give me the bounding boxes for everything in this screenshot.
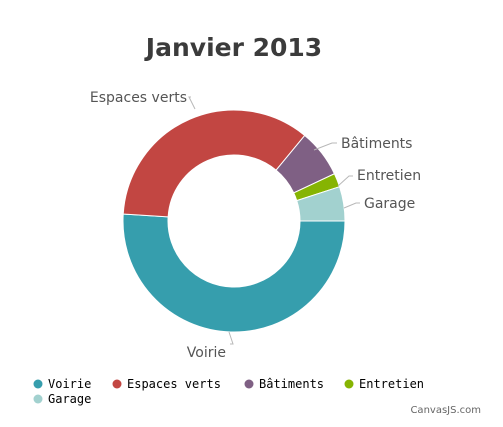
legend-marker-garage — [33, 394, 43, 404]
legend-label-garage: Garage — [48, 392, 91, 406]
legend-label-entretien: Entretien — [359, 377, 424, 391]
legend-item-voirie[interactable]: Voirie — [33, 377, 92, 391]
index-label-voirie: Voirie — [187, 345, 226, 361]
credit-link[interactable]: CanvasJS.com — [410, 405, 481, 416]
legend-label-voirie: Voirie — [48, 377, 91, 391]
connector-voirie — [228, 331, 234, 345]
slice-voirie[interactable] — [122, 213, 346, 333]
connector-entretien — [337, 175, 353, 187]
index-labels-group: Voirie Espaces verts Bâtiments Entretien Gar… — [90, 90, 421, 361]
legend-item-garage[interactable]: Garage — [33, 392, 92, 406]
legend-item-entretien[interactable]: Entretien — [344, 377, 425, 391]
legend-marker-espaces-verts — [112, 379, 122, 389]
legend-item-espaces-verts[interactable]: Espaces verts — [112, 377, 221, 391]
slices-group — [122, 109, 346, 333]
legend-label-espaces-verts: Espaces verts — [127, 377, 221, 391]
connector-garage — [343, 202, 360, 209]
connector-espaces-verts — [188, 96, 196, 110]
legend-marker-voirie — [33, 379, 43, 389]
index-label-entretien: Entretien — [357, 168, 421, 184]
connector-batiments — [313, 142, 337, 151]
legend-label-batiments: Bâtiments — [259, 377, 324, 391]
slice-espaces-verts[interactable] — [122, 109, 306, 218]
legend-item-batiments[interactable]: Bâtiments — [244, 377, 325, 391]
legend-marker-entretien — [344, 379, 354, 389]
legend-marker-batiments — [244, 379, 254, 389]
legend: Voirie Espaces verts Bâtiments Entretien Gar… — [33, 377, 425, 406]
index-label-batiments: Bâtiments — [341, 136, 412, 152]
index-label-espaces-verts: Espaces verts — [90, 90, 187, 106]
index-label-garage: Garage — [364, 196, 415, 212]
slice-garage[interactable] — [296, 186, 346, 222]
chart-title: Janvier 2013 — [144, 33, 322, 62]
connectors-group — [188, 96, 360, 345]
